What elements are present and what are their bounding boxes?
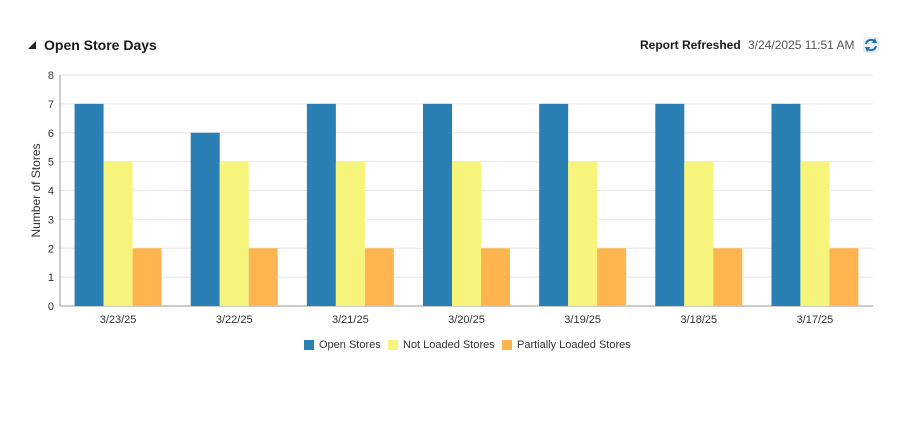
- legend-swatch: [502, 340, 512, 350]
- bar[interactable]: [684, 161, 714, 306]
- y-tick-label: 8: [48, 70, 54, 82]
- bar[interactable]: [539, 103, 569, 306]
- bar[interactable]: [713, 248, 743, 306]
- legend-swatch: [304, 340, 314, 350]
- x-tick-label: 3/21/25: [332, 314, 369, 326]
- legend-item[interactable]: Not Loaded Stores: [388, 338, 495, 352]
- bar[interactable]: [132, 248, 162, 306]
- panel-title: Open Store Days: [44, 37, 157, 53]
- bar[interactable]: [771, 103, 801, 306]
- bar[interactable]: [655, 103, 685, 306]
- bar[interactable]: [800, 161, 830, 306]
- bar[interactable]: [452, 161, 481, 306]
- y-tick-label: 6: [48, 128, 54, 140]
- y-tick-label: 1: [48, 272, 54, 284]
- x-tick-label: 3/19/25: [564, 314, 601, 326]
- bar[interactable]: [335, 161, 365, 306]
- legend-item[interactable]: Open Stores: [304, 338, 381, 352]
- y-tick-label: 3: [48, 214, 54, 226]
- y-tick-label: 2: [48, 243, 54, 255]
- bar[interactable]: [481, 248, 510, 306]
- bar[interactable]: [219, 161, 249, 306]
- panel-header: Open Store Days Report Refreshed 3/24/20…: [0, 0, 910, 60]
- refresh-icon[interactable]: [862, 36, 880, 54]
- bar[interactable]: [103, 161, 133, 306]
- y-tick-label: 0: [48, 301, 54, 313]
- bar[interactable]: [597, 248, 627, 306]
- x-tick-label: 3/20/25: [448, 314, 485, 326]
- legend-label: Partially Loaded Stores: [517, 339, 631, 351]
- bar[interactable]: [568, 161, 598, 306]
- bar[interactable]: [248, 248, 278, 306]
- legend-swatch: [388, 340, 398, 350]
- bar[interactable]: [829, 248, 859, 306]
- x-tick-label: 3/22/25: [216, 314, 253, 326]
- legend-label: Not Loaded Stores: [403, 339, 495, 351]
- y-tick-label: 7: [48, 99, 54, 111]
- bar[interactable]: [364, 248, 394, 306]
- bar[interactable]: [306, 103, 336, 306]
- y-tick-label: 4: [48, 186, 54, 198]
- y-axis-label: Number of Stores: [29, 143, 43, 237]
- legend-label: Open Stores: [319, 339, 381, 351]
- bar[interactable]: [190, 132, 220, 306]
- x-tick-label: 3/23/25: [100, 314, 137, 326]
- x-tick-label: 3/18/25: [680, 314, 717, 326]
- chart-legend: Open Stores Not Loaded Stores Partially Lo…: [0, 338, 910, 352]
- report-refreshed-time: 3/24/2025 11:51 AM: [748, 38, 855, 52]
- bar[interactable]: [423, 103, 452, 306]
- legend-item[interactable]: Partially Loaded Stores: [502, 338, 631, 352]
- triangle-collapse-icon[interactable]: [26, 39, 38, 51]
- y-tick-label: 5: [48, 157, 54, 169]
- x-tick-label: 3/17/25: [797, 314, 834, 326]
- bar[interactable]: [74, 103, 104, 306]
- report-refreshed-label: Report Refreshed: [640, 38, 741, 52]
- bar-chart: 0 1 2 3 4 5 6 7 8 Number of Stores 3/23/25 3/22/25 3…: [29, 70, 873, 326]
